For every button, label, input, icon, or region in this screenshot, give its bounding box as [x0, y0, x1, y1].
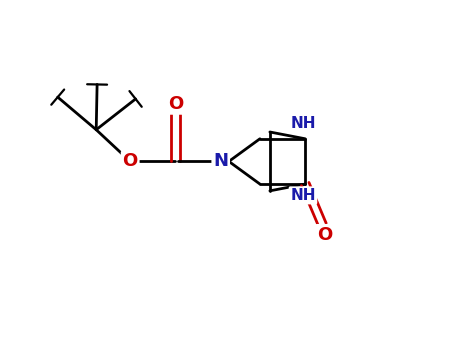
- Text: O: O: [168, 95, 183, 113]
- Text: O: O: [317, 226, 332, 244]
- Text: NH: NH: [290, 116, 316, 131]
- Text: N: N: [213, 152, 228, 170]
- Text: NH: NH: [290, 188, 316, 203]
- Text: O: O: [122, 152, 138, 170]
